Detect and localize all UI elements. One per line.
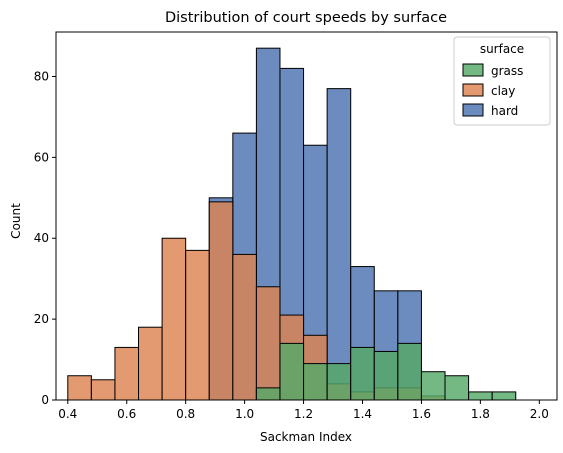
bar-clay (67, 375, 92, 401)
x-tick-label: 0.6 (117, 407, 136, 421)
legend-swatch-hard (462, 103, 484, 117)
y-tick-label: 20 (34, 312, 49, 326)
x-tick-label: 2.0 (530, 407, 549, 421)
x-tick-label: 1.2 (294, 407, 313, 421)
x-tick-label: 1.0 (235, 407, 254, 421)
x-tick-label: 0.4 (58, 407, 77, 421)
bar-clay (232, 253, 257, 401)
bar-grass (255, 387, 281, 401)
bar-clay (161, 237, 187, 401)
bar-grass (397, 342, 422, 401)
legend-box (453, 36, 551, 126)
bar-grass (326, 363, 352, 401)
x-tick-label: 0.8 (176, 407, 195, 421)
bar-hard (326, 88, 352, 401)
legend-swatch-clay (462, 83, 484, 97)
y-tick-label: 0 (41, 393, 49, 407)
bar-clay (138, 326, 163, 401)
bar-grass (373, 350, 399, 401)
y-tick-label: 80 (34, 69, 49, 83)
y-tick-label: 60 (34, 150, 49, 164)
x-tick-label: 1.8 (471, 407, 490, 421)
bar-clay (90, 379, 116, 401)
bar-grass (350, 346, 375, 401)
bar-grass (420, 371, 446, 401)
plot-area (67, 47, 517, 401)
axes: 0.4 0.6 0.8 1.0 1.2 1.4 1.6 1.8 2.0 0 20 40 60 80 (34, 31, 558, 421)
bar-grass (468, 391, 493, 401)
bar-grass (303, 363, 328, 401)
x-tick-label: 1.6 (412, 407, 431, 421)
bar-grass (444, 375, 470, 401)
legend-label-hard: hard (491, 104, 518, 118)
legend-label-clay: clay (491, 84, 515, 98)
bar-clay (114, 346, 140, 401)
bar-clay (185, 249, 210, 401)
legend-title: surface (480, 42, 524, 56)
bar-clay (208, 201, 234, 401)
axes-frame (55, 31, 558, 401)
bar-clay (255, 286, 281, 401)
y-tick-label: 40 (34, 231, 49, 245)
bar-grass (279, 342, 305, 401)
x-tick-label: 1.4 (353, 407, 372, 421)
legend-label-grass: grass (491, 64, 523, 78)
legend: surface grass clay hard (453, 36, 551, 126)
y-axis-label: Count (9, 203, 23, 239)
legend-swatch-grass (462, 63, 484, 77)
bar-grass (491, 391, 517, 401)
chart-title: Distribution of court speeds by surface (165, 10, 447, 26)
x-axis-label: Sackman Index (260, 430, 352, 444)
